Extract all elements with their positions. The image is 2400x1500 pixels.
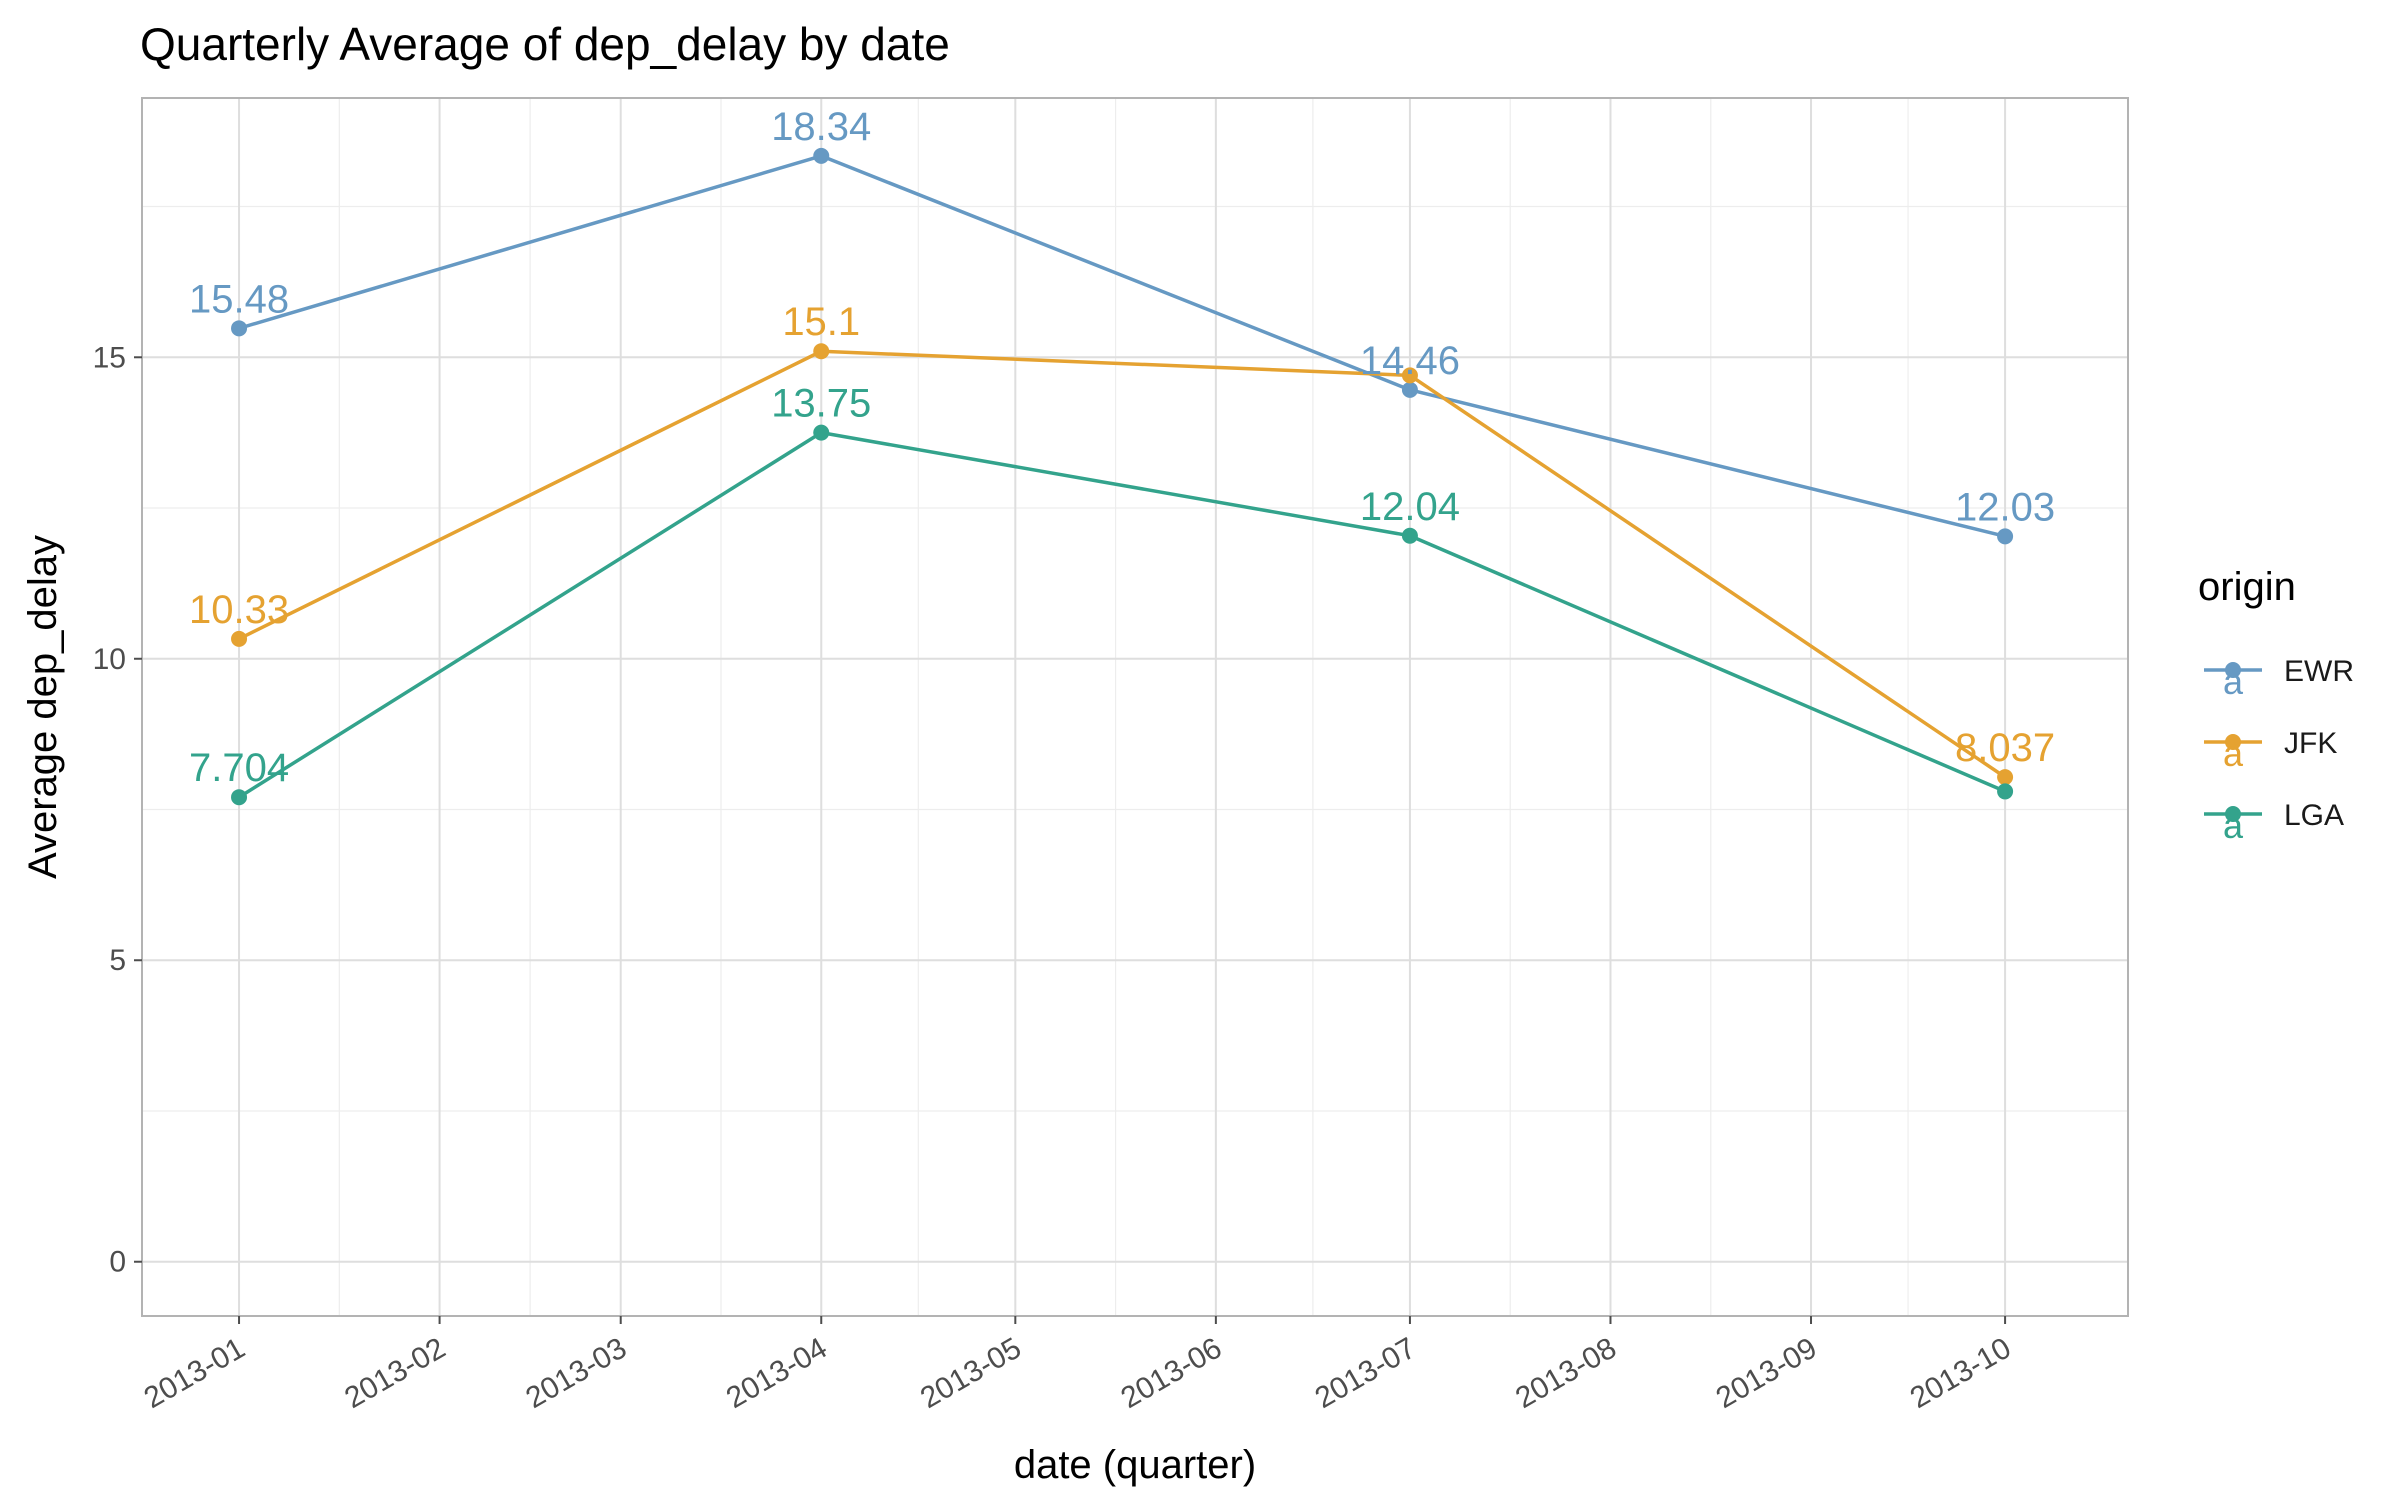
data-point-lga [231,789,248,806]
panel-border [141,97,2129,1317]
data-label-jfk: 15.1 [782,300,860,344]
x-tick-label: 2013-10 [1905,1331,2017,1415]
data-point-ewr [813,147,830,164]
data-label-ewr: 12.03 [1955,485,2055,529]
legend: origin a EWR a JFK a LGA [2198,565,2354,846]
data-point-jfk [1401,367,1418,384]
y-axis-title: Average dep_delay [21,535,65,879]
data-label-lga: 7.704 [189,746,289,790]
y-tick-label: 10 [93,643,126,676]
data-label-lga: 13.75 [771,382,871,426]
data-label-ewr: 14.46 [1360,339,1460,383]
data-label-lga: 12.04 [1360,485,1460,529]
x-tick-label: 2013-03 [520,1331,632,1415]
legend-key-text: a [2223,661,2244,702]
y-axis-ticks: 0 5 10 15 [93,341,142,1279]
data-label-ewr: 15.48 [189,277,289,321]
panel-background [142,98,2128,1316]
data-point-ewr [231,320,248,337]
data-point-jfk [813,343,830,360]
x-tick-label: 2013-09 [1711,1331,1823,1415]
x-tick-label: 2013-05 [915,1331,1027,1415]
legend-items: a EWR a JFK a LGA [2204,655,2354,846]
legend-key-point [2225,734,2241,750]
legend-item-ewr: a EWR [2204,655,2354,702]
data-label-jfk: 10.33 [189,588,289,632]
legend-item-lga: a LGA [2204,799,2344,846]
legend-key-text: a [2223,733,2244,774]
x-tick-label: 2013-04 [721,1331,833,1415]
data-label-ewr: 18.34 [771,105,871,149]
chart-title: Quarterly Average of dep_delay by date [140,18,950,70]
x-axis-ticks: 2013-01 2013-02 2013-03 2013-04 2013-05 2013-… [139,1316,2017,1415]
data-point-lga [1997,783,2014,800]
data-labels: 15.48 18.34 14.46 12.03 10.33 15.1 8.037 7.704 1… [189,105,2055,790]
y-tick-label: 0 [109,1246,126,1279]
y-tick-label: 15 [93,341,126,374]
major-gridlines [142,98,2128,1316]
x-tick-label: 2013-02 [339,1331,451,1415]
series-layer [231,147,2014,806]
data-label-jfk: 8.037 [1955,726,2055,770]
y-tick-label: 5 [109,944,126,977]
data-point-jfk [231,630,248,647]
data-point-jfk [1997,769,2014,786]
legend-label: EWR [2284,655,2354,688]
legend-key-point [2225,806,2241,822]
legend-label: LGA [2284,799,2344,832]
x-tick-label: 2013-06 [1116,1331,1228,1415]
data-point-lga [813,424,830,441]
series-line-lga [238,430,2006,799]
legend-item-jfk: a JFK [2204,727,2337,774]
x-tick-label: 2013-08 [1510,1331,1622,1415]
legend-title: origin [2198,565,2296,609]
minor-gridlines [142,98,2128,1316]
series-line-jfk [238,349,2007,779]
plot-area: 15.48 18.34 14.46 12.03 10.33 15.1 8.037 7.704 1… [141,97,2129,1317]
legend-key-text: a [2223,805,2244,846]
legend-label: JFK [2284,727,2337,760]
x-axis-title: date (quarter) [1014,1443,1256,1487]
legend-key-point [2225,662,2241,678]
data-point-lga [1401,527,1418,544]
x-tick-label: 2013-01 [139,1331,251,1415]
series-line-ewr [238,154,2006,539]
data-point-ewr [1997,528,2014,545]
data-point-ewr [1401,381,1418,398]
x-tick-label: 2013-07 [1310,1331,1422,1415]
